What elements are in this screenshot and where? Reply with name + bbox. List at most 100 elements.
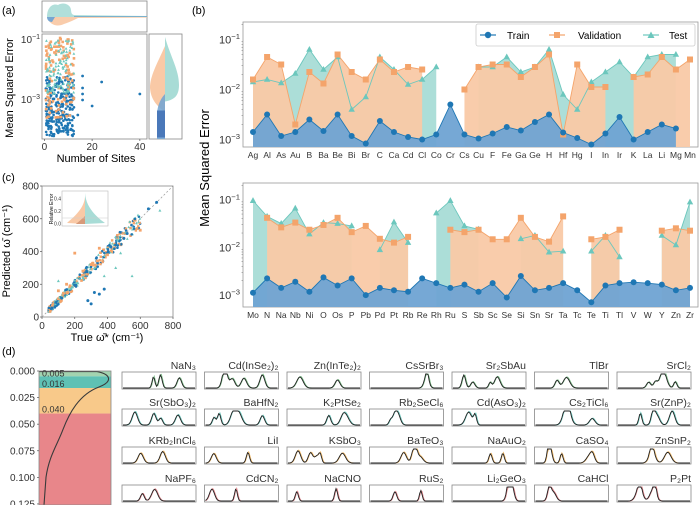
- a-point-test: [66, 85, 70, 88]
- a-x-tick-label: 20: [87, 142, 99, 153]
- c-point-validation: [83, 268, 87, 272]
- b-bottom-line-test: [520, 234, 564, 253]
- c-inset-violin: [62, 193, 108, 224]
- a-point-validation: [62, 54, 66, 58]
- c-point-train: [106, 248, 110, 251]
- dos-true-curve: [205, 410, 278, 426]
- c-point-test: [114, 266, 118, 269]
- a-right-violin-test: [165, 37, 179, 102]
- c-y-tick-label: 200: [22, 280, 39, 291]
- a-point-train: [72, 106, 76, 109]
- a-point-validation: [71, 63, 75, 67]
- a-point-test: [72, 52, 76, 55]
- c-point-validation: [124, 227, 128, 230]
- b-bottom-x-tick-label: W: [644, 310, 652, 320]
- c-point-validation: [99, 251, 102, 254]
- b-top-point-train: [405, 134, 412, 140]
- a-point-train: [47, 107, 51, 111]
- b-top-point-train: [588, 141, 595, 148]
- b-top-point-validation: [574, 61, 581, 68]
- dos-true-curve: [288, 376, 360, 389]
- dos-cell-title: Sr(SbO₃)₂: [149, 397, 196, 409]
- b-top-x-tick-label: Bi: [348, 150, 356, 160]
- b-bottom-point-train: [517, 273, 524, 279]
- b-bottom-point-validation: [362, 222, 369, 229]
- c-point-validation: [98, 259, 102, 262]
- c-point-train: [57, 302, 60, 306]
- a-right-violin-validation: [150, 46, 165, 112]
- c-point-validation: [109, 249, 113, 252]
- b-bottom-point-test: [404, 239, 412, 245]
- c-point-test: [137, 220, 140, 223]
- dos-cell-frame: [616, 371, 692, 390]
- dos-cell-frame: [451, 371, 527, 390]
- a-point-train: [52, 113, 55, 117]
- b-bottom-y-tick-label: 10−2: [219, 240, 240, 254]
- b-top-x-tick-label: B: [307, 150, 313, 160]
- a-point-train: [72, 132, 75, 136]
- d-y-tick-label: 0.025: [10, 393, 35, 404]
- a-point-train: [55, 128, 58, 132]
- b-bottom-point-train: [560, 280, 567, 287]
- c-point-validation: [48, 310, 52, 313]
- c-point-validation: [62, 291, 65, 295]
- b-top-y-tick-label: 10−2: [219, 82, 240, 96]
- d-density-line: [39, 370, 110, 505]
- a-point-train: [61, 103, 65, 107]
- c-point-test: [116, 237, 119, 241]
- dos-true-curve: [453, 411, 525, 426]
- c-inset-y-label: Relative Error: [49, 193, 55, 224]
- b-bottom-point-test: [517, 235, 525, 242]
- c-point-validation: [89, 263, 93, 266]
- a-point-validation: [49, 40, 53, 44]
- b-top-point-test: [306, 46, 313, 52]
- b-bottom-point-test: [376, 246, 384, 253]
- b-bottom-point-validation: [348, 229, 355, 236]
- c-point-validation: [68, 284, 72, 287]
- b-top-x-tick-label: Li: [658, 150, 665, 160]
- a-point-test: [53, 91, 57, 95]
- a-x-tick-label: 0: [42, 142, 48, 153]
- b-bottom-point-test: [616, 253, 623, 260]
- a-point-validation: [48, 77, 52, 81]
- c-point-validation: [105, 250, 108, 254]
- b-top-point-test: [263, 76, 271, 82]
- a-point-validation: [67, 38, 70, 41]
- c-point-validation: [117, 242, 121, 246]
- a-point-validation: [57, 58, 61, 62]
- c-point-test: [118, 234, 122, 237]
- a-point-validation: [49, 107, 53, 110]
- c-point-validation: [80, 274, 84, 277]
- b-bottom-point-validation: [658, 227, 665, 234]
- b-top-point-train: [489, 130, 496, 137]
- dos-cell-title: BaHfN₂: [243, 397, 278, 409]
- c-point-validation: [94, 265, 98, 268]
- c-point-validation: [65, 291, 68, 295]
- b-bottom-point-train: [306, 288, 313, 295]
- a-point-train: [68, 95, 71, 99]
- d-threshold-label: 0.040: [42, 405, 65, 415]
- a-point-test: [58, 61, 62, 64]
- dos-cell: Cd(AsO₃)₂: [451, 397, 527, 427]
- b-top-point-train: [475, 135, 482, 142]
- b-top-point-train: [278, 133, 285, 139]
- dos-cell-title: Rb₂SeCl₆: [399, 397, 444, 409]
- a-point-test: [52, 72, 56, 75]
- c-inset-violin-test: [85, 193, 105, 224]
- a-point-test: [57, 68, 60, 71]
- b-bottom-chart: 10−1 10−2 10−3 Mo N Na Nb Ni O Os P Pb Pd Pt Rb Re Rh Ru S…: [219, 182, 699, 320]
- b-bottom-point-test: [292, 204, 299, 211]
- a-point-train: [59, 96, 63, 99]
- b-top-x-tick-label: As: [276, 150, 286, 160]
- a-point-test: [54, 64, 58, 68]
- c-point-train: [92, 290, 96, 294]
- d-bin-red: [39, 413, 111, 505]
- c-y-tick-label: 800: [22, 182, 39, 193]
- b-top-point-validation: [376, 56, 383, 63]
- b-top-area-train: [253, 104, 676, 147]
- c-point-test: [97, 253, 100, 256]
- a-point-validation: [61, 57, 64, 61]
- b-top-point-validation: [489, 61, 496, 68]
- a-point-outlier: [81, 86, 84, 90]
- legend-test-marker: [647, 31, 655, 38]
